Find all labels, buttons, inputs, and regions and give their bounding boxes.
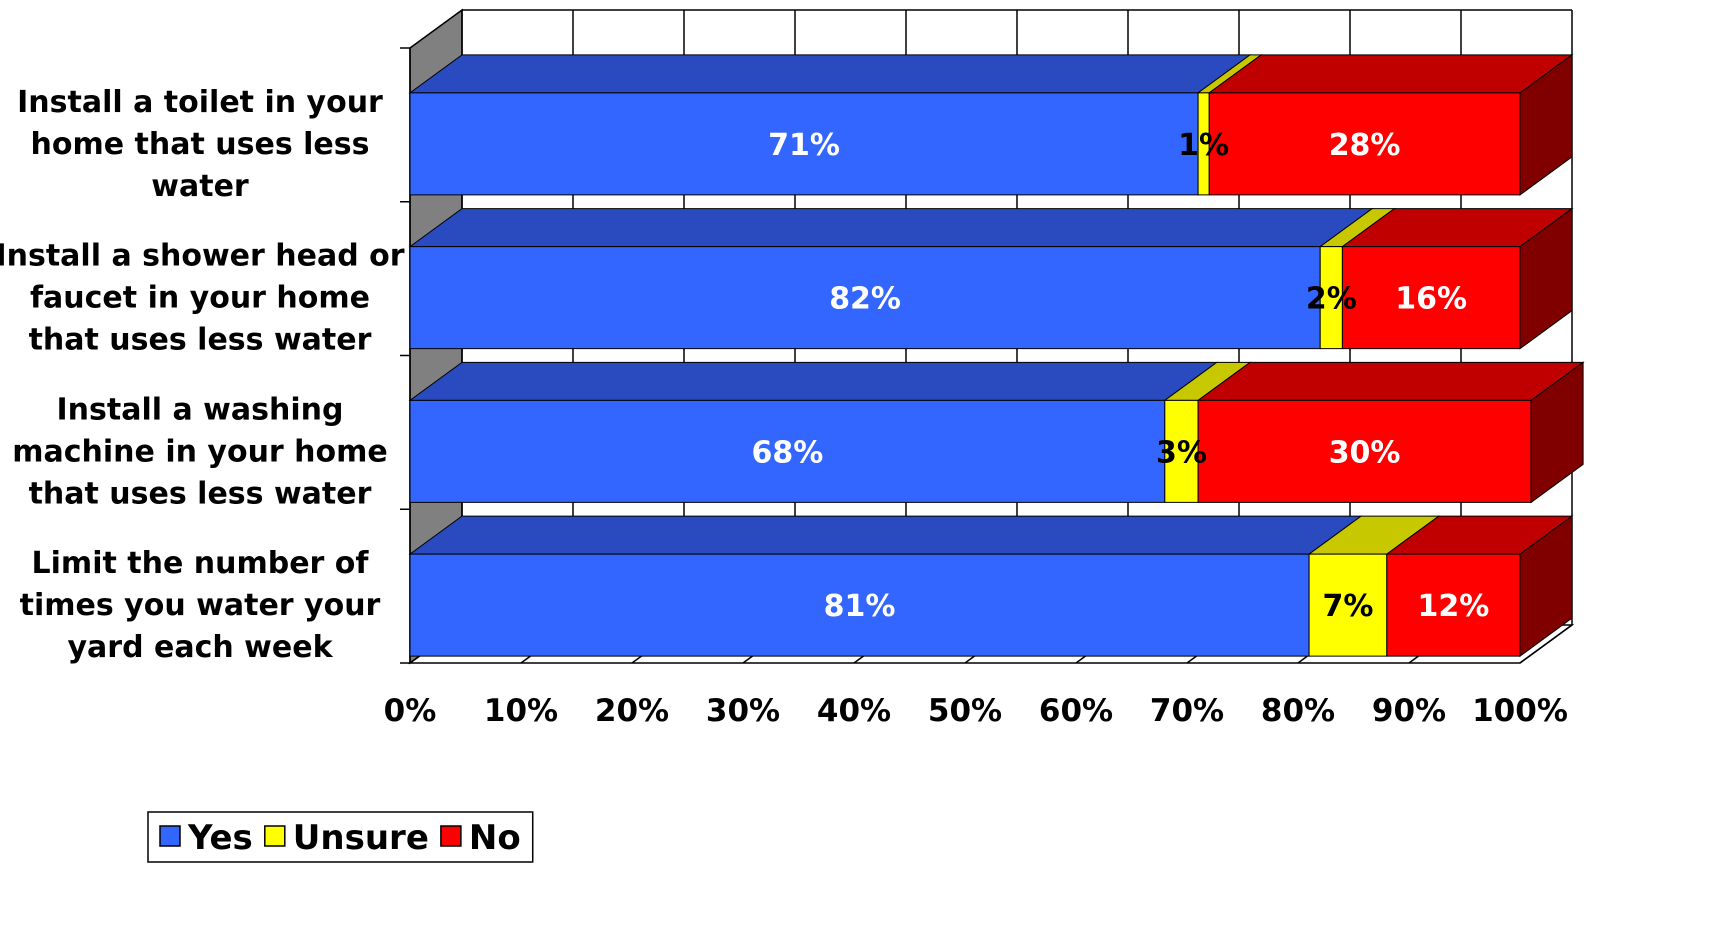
bar-unsure (1164, 399, 1199, 503)
bar-side-no (1519, 515, 1573, 658)
category-label: that uses less water (29, 476, 372, 511)
bar-yes (409, 92, 1199, 196)
bar-no (1208, 92, 1521, 196)
legend-label-yes: Yes (187, 818, 253, 858)
legend-swatch-yes (159, 825, 181, 847)
bar-no (1386, 553, 1521, 657)
category-label: machine in your home (12, 434, 388, 469)
data-label: 7% (1322, 589, 1373, 624)
chart-labels: 0% 10% 20% 30% 40% 50% 60% 70% 80% 90% 100% 71% 1% 28… (0, 85, 1568, 729)
data-label: 3% (1156, 435, 1207, 470)
bar-top-no (1196, 361, 1585, 401)
category-label: home that uses less (31, 127, 370, 162)
bar-yes (409, 399, 1166, 503)
chart-bars (408, 53, 1585, 658)
legend-box (147, 811, 534, 863)
chart-legend: Yes Unsure No (147, 811, 534, 863)
x-tick-label: 100% (1472, 693, 1568, 729)
category-label: Install a shower head or (0, 239, 405, 274)
bar-side-no (1530, 361, 1584, 504)
legend-swatch-no (440, 825, 462, 847)
data-label: 81% (824, 589, 896, 624)
legend-label-no: No (469, 818, 521, 858)
x-tick-label: 70% (1150, 693, 1224, 729)
data-label: 1% (1178, 128, 1229, 163)
bar-no (1197, 399, 1532, 503)
data-label: 12% (1417, 589, 1489, 624)
x-tick-label: 0% (384, 693, 437, 729)
data-label: 68% (751, 435, 823, 470)
x-tick-label: 50% (928, 693, 1002, 729)
bar-top-yes (408, 208, 1374, 248)
category-label: Install a toilet in your (17, 85, 383, 120)
x-tick-label: 30% (706, 693, 780, 729)
category-label: faucet in your home (30, 281, 370, 316)
bar-yes (409, 553, 1310, 657)
bar-unsure (1308, 553, 1388, 657)
bar-top-no (1207, 54, 1574, 94)
data-label: 28% (1329, 128, 1401, 163)
category-label: times you water your (20, 588, 381, 623)
bar-top-yes (408, 54, 1252, 94)
data-label: 30% (1329, 435, 1401, 470)
bar-top-yes (408, 515, 1363, 555)
data-label: 82% (829, 282, 901, 317)
category-label: that uses less water (29, 323, 372, 358)
legend-swatch-unsure (264, 825, 286, 847)
data-label: 2% (1306, 282, 1357, 317)
x-tick-label: 90% (1372, 693, 1446, 729)
bar-yes (409, 246, 1321, 350)
category-label: Install a washing (57, 392, 344, 427)
x-tick-label: 60% (1039, 693, 1113, 729)
x-tick-label: 20% (595, 693, 669, 729)
legend-label-unsure: Unsure (293, 818, 429, 858)
x-tick-label: 80% (1261, 693, 1335, 729)
category-label: Limit the number of (32, 546, 370, 581)
bar-side-no (1519, 53, 1573, 196)
data-label: 16% (1395, 282, 1467, 317)
data-label: 71% (768, 128, 840, 163)
floor-gridline (1519, 624, 1573, 664)
category-label: yard each week (67, 630, 333, 665)
category-label: water (151, 169, 249, 204)
x-tick-label: 40% (817, 693, 891, 729)
bar-top-yes (408, 361, 1219, 401)
x-tick-label: 10% (484, 693, 558, 729)
bar-side-no (1519, 207, 1573, 350)
